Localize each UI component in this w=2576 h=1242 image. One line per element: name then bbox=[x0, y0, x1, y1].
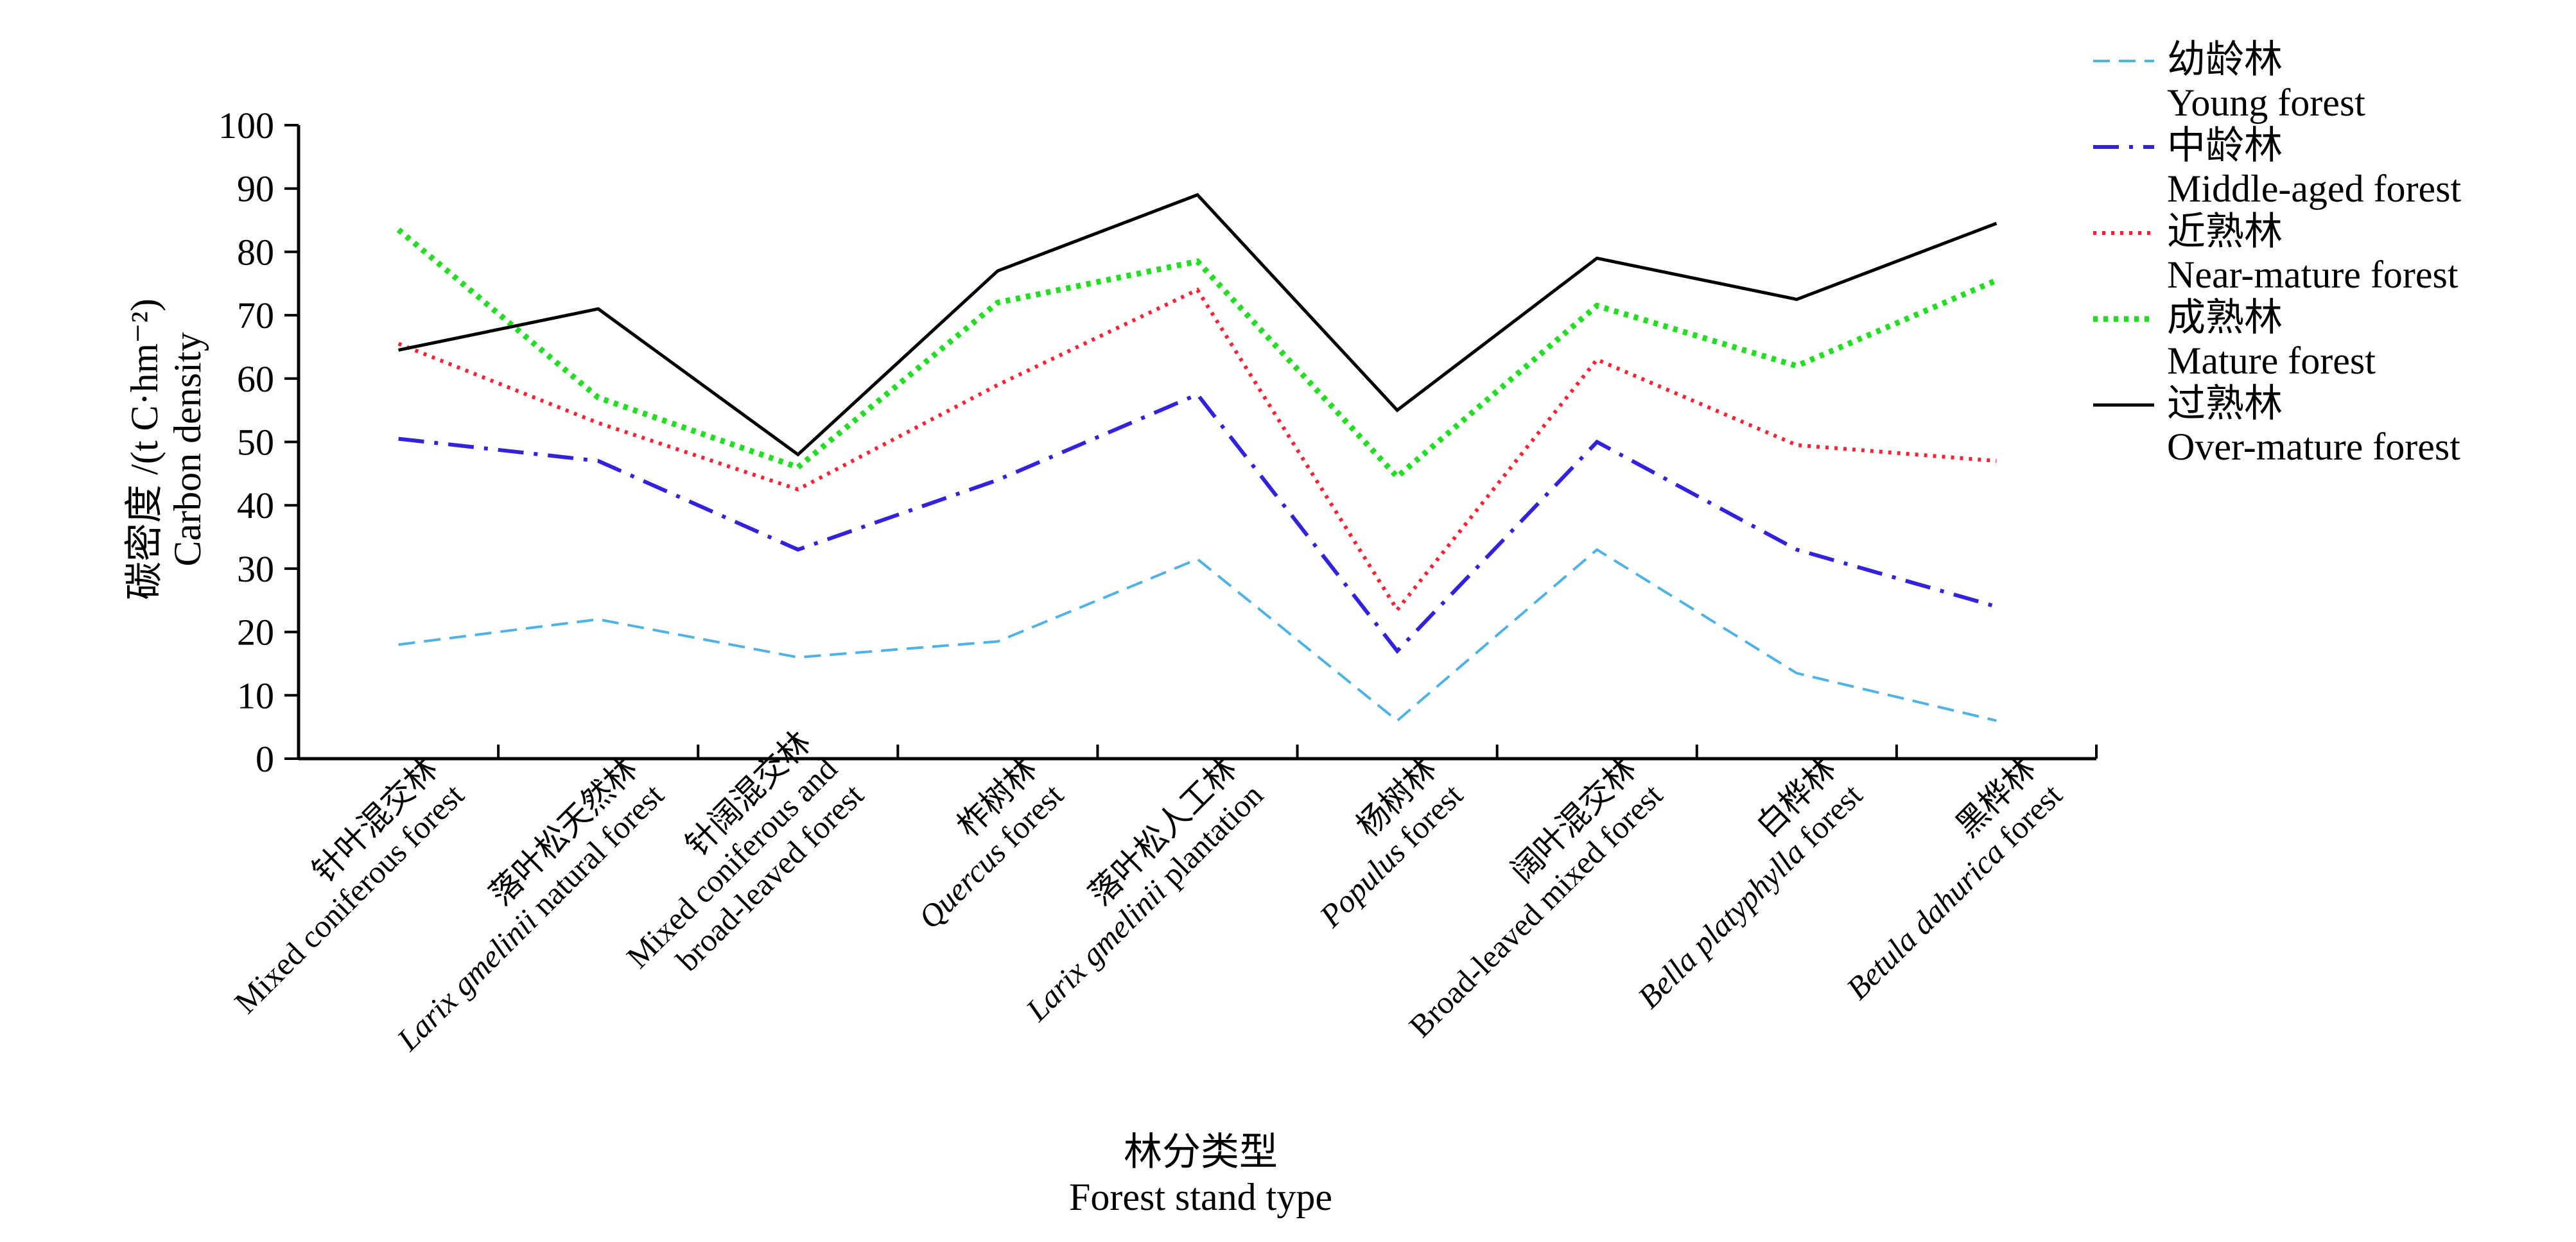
legend-label-en: Mature forest bbox=[2167, 340, 2376, 382]
legend-label-cn: 过熟林 bbox=[2167, 383, 2283, 425]
series-lines bbox=[396, 193, 1998, 723]
data-point-0-2 bbox=[797, 657, 798, 658]
y-tick-label: 20 bbox=[237, 612, 274, 653]
x-axis-title-en: Forest stand type bbox=[1069, 1176, 1332, 1218]
y-tick-label: 10 bbox=[237, 675, 274, 716]
data-point-3-5 bbox=[1397, 476, 1398, 477]
x-ticks bbox=[497, 745, 2098, 759]
data-point-0-5 bbox=[1397, 720, 1398, 721]
legend-label-cn: 中龄林 bbox=[2167, 125, 2283, 167]
y-axis-title-en: Carbon density bbox=[166, 332, 209, 567]
series-line-0 bbox=[398, 548, 1997, 723]
y-tick-label: 0 bbox=[256, 738, 274, 780]
axes bbox=[297, 125, 2096, 761]
data-point-2-3 bbox=[997, 384, 998, 385]
data-point-0-4 bbox=[1197, 559, 1198, 560]
legend-label-cn: 幼龄林 bbox=[2167, 39, 2283, 81]
x-axis-title: 林分类型 Forest stand type bbox=[1069, 1131, 1332, 1218]
y-tick-label: 30 bbox=[237, 548, 274, 590]
x-category-label-en-part: Mixed coniferous forest bbox=[227, 777, 471, 1020]
x-category-label-en: Mixed coniferous forest bbox=[227, 777, 471, 1020]
series-line-3 bbox=[396, 227, 1998, 481]
legend-label-en: Middle-aged forest bbox=[2167, 168, 2462, 210]
data-point-1-4 bbox=[1197, 394, 1198, 395]
x-category-label-en-part: Bella platyphylla bbox=[1631, 834, 1812, 1015]
series-line-4 bbox=[398, 193, 1997, 457]
y-tick-label: 60 bbox=[237, 358, 274, 400]
x-category-label-en-part: Larix gmelinii bbox=[389, 903, 544, 1058]
y-axis-title: 碳密度 /(t C·hm⁻²) Carbon density bbox=[123, 298, 209, 600]
y-tick-label: 100 bbox=[218, 105, 274, 146]
x-category-label-en-part: Betula dahurica bbox=[1839, 834, 2011, 1006]
y-tick-label: 40 bbox=[237, 485, 274, 526]
legend-label-en: Near-mature forest bbox=[2167, 254, 2459, 296]
series-line-1 bbox=[398, 392, 1997, 654]
x-category-label-en: Bella platyphylla forest bbox=[1631, 777, 1870, 1015]
y-axis-title-cn: 碳密度 /(t C·hm⁻²) bbox=[123, 298, 166, 600]
data-point-1-3 bbox=[997, 479, 998, 480]
legend-label-en: Over-mature forest bbox=[2167, 426, 2460, 468]
x-axis-title-cn: 林分类型 bbox=[1124, 1131, 1278, 1173]
series-line-2 bbox=[397, 287, 1997, 614]
y-tick-label: 70 bbox=[237, 295, 274, 336]
y-tick-label: 50 bbox=[237, 422, 274, 463]
legend-label-cn: 近熟林 bbox=[2167, 211, 2283, 253]
x-category-label-en-part: Populus bbox=[1312, 834, 1412, 935]
legend-label-cn: 成熟林 bbox=[2167, 297, 2283, 339]
x-category-label-en-part: Quercus bbox=[911, 834, 1013, 936]
y-ticks: 0 10 20 30 40 50 60 70 80 90 100 bbox=[218, 105, 299, 780]
y-tick-label: 80 bbox=[237, 231, 274, 273]
legend-label-en: Young forest bbox=[2167, 82, 2365, 124]
x-category-label-en: Betula dahurica forest bbox=[1839, 777, 2069, 1006]
y-tick-label: 90 bbox=[237, 168, 274, 210]
